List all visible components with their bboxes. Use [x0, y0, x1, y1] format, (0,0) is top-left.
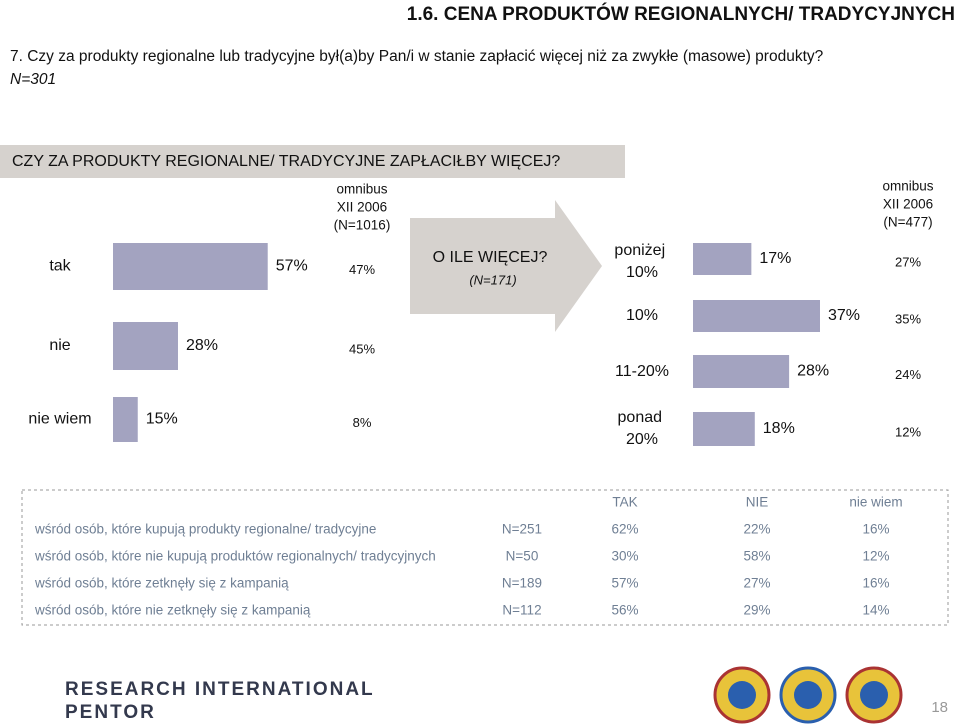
banner [0, 145, 625, 178]
comparison-header: XII 2006 [337, 200, 387, 215]
bar [693, 355, 790, 388]
category-label: 10% [626, 307, 658, 324]
category-label: nie [49, 337, 70, 354]
comparison-header: (N=1016) [334, 218, 391, 233]
row-n: N=189 [502, 576, 542, 591]
comparison-header: XII 2006 [883, 197, 933, 212]
slide-title: 1.6. CENA PRODUKTÓW REGIONALNYCH/ TRADYC… [407, 3, 955, 25]
logos [713, 666, 903, 724]
category-label: nie wiem [28, 411, 91, 428]
cell: 12% [862, 549, 889, 564]
comparison-header: omnibus [882, 179, 933, 194]
cell: 29% [743, 603, 770, 618]
row-label: wśród osób, które zetknęły się z kampani… [34, 576, 289, 591]
comparison-value: 12% [895, 424, 921, 439]
question: 7. Czy za produkty regionalne lub tradyc… [10, 48, 824, 65]
chart-title: CZY ZA PRODUKTY REGIONALNE/ TRADYCYJNE Z… [12, 153, 560, 170]
row-n: N=112 [502, 603, 541, 618]
bar [113, 322, 178, 370]
row-label: wśród osób, które nie kupują produktów r… [34, 549, 436, 564]
bar [113, 243, 268, 290]
value-label: 18% [763, 420, 795, 437]
comparison-value: 45% [349, 341, 375, 356]
chart-title: O ILE WIĘCEJ? [433, 249, 548, 266]
cell: 27% [743, 576, 770, 591]
value-label: 15% [146, 411, 178, 428]
chart-subtitle: (N=171) [469, 272, 516, 287]
comparison-value: 47% [349, 262, 375, 277]
category-label: tak [49, 258, 71, 275]
comparison-value: 27% [895, 254, 921, 269]
comparison-value: 35% [895, 311, 921, 326]
brand: RESEARCH INTERNATIONAL [65, 679, 375, 700]
arrow [410, 200, 602, 332]
row-n: N=50 [506, 549, 539, 564]
table-header: NIE [746, 495, 769, 510]
comparison-value: 24% [895, 367, 921, 382]
bar [693, 412, 755, 446]
cell: 57% [611, 576, 638, 591]
cell: 58% [743, 549, 770, 564]
comparison-header: (N=477) [883, 215, 932, 230]
category-label: ponad 20% [618, 409, 667, 448]
value-label: 28% [186, 337, 218, 354]
cell: 14% [862, 603, 889, 618]
bar [693, 243, 752, 275]
category-label: poniżej 10% [614, 242, 669, 281]
table-header: TAK [612, 495, 637, 510]
cell: 16% [862, 522, 889, 537]
row-label: wśród osób, które kupują produkty region… [34, 522, 376, 537]
row-label: wśród osób, które nie zetknęły się z kam… [34, 603, 311, 618]
comparison-value: 8% [353, 415, 372, 430]
table-frame [21, 489, 949, 626]
comparison-header: omnibus [336, 182, 387, 197]
bar [113, 397, 138, 442]
cell: 16% [862, 576, 889, 591]
cell: 56% [611, 603, 638, 618]
bar [693, 300, 820, 332]
category-label: 11-20% [615, 363, 669, 380]
table-header: nie wiem [849, 495, 902, 510]
sample-size: N=301 [10, 71, 56, 88]
value-label: 57% [276, 258, 308, 275]
value-label: 28% [797, 363, 829, 380]
value-label: 37% [828, 307, 860, 324]
page-number: 18 [931, 699, 948, 716]
cell: 30% [611, 549, 638, 564]
brand: PENTOR [65, 702, 156, 723]
cell: 62% [611, 522, 638, 537]
value-label: 17% [759, 250, 791, 267]
row-n: N=251 [502, 522, 542, 537]
cell: 22% [743, 522, 770, 537]
